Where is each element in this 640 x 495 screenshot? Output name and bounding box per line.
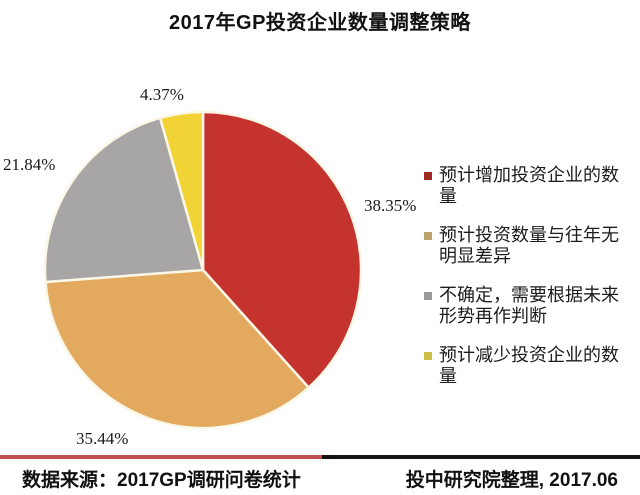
pie-slice — [158, 110, 205, 272]
chart-title: 2017年GP投资企业数量调整策略 — [169, 12, 471, 34]
legend-label: 预计减少投资企业的数量 — [439, 345, 619, 386]
legend-item: 不确定，需要根据未来形势再作判断 — [424, 285, 630, 327]
legend-swatch-no-change — [424, 232, 432, 240]
legend-item: 预计减少投资企业的数量 — [424, 345, 630, 387]
data-label-uncertain: 21.84% — [3, 155, 56, 174]
legend-swatch-decrease — [424, 352, 432, 360]
footer-credit: 投中研究院整理, 2017.06 — [405, 470, 618, 491]
data-label-no-change: 35.44% — [76, 429, 129, 448]
footer-source: 数据来源：2017GP调研问卷统计 — [22, 470, 301, 491]
pie-slice — [44, 268, 310, 430]
legend-swatch-increase — [424, 172, 432, 180]
data-label-decrease: 4.37% — [140, 85, 184, 104]
legend-label: 预计投资数量与往年无明显差异 — [439, 225, 619, 266]
footer-divider — [0, 455, 640, 459]
pie-slice — [43, 116, 205, 284]
legend-swatch-uncertain — [424, 292, 432, 300]
pie-slice — [201, 110, 363, 389]
footer-divider-black — [322, 455, 640, 459]
footer-divider-red — [0, 455, 322, 459]
legend-item: 预计投资数量与往年无明显差异 — [424, 225, 630, 267]
legend-label: 预计增加投资企业的数量 — [439, 165, 619, 206]
legend-label: 不确定，需要根据未来形势再作判断 — [439, 285, 619, 326]
legend-item: 预计增加投资企业的数量 — [424, 165, 630, 207]
legend: 预计增加投资企业的数量 预计投资数量与往年无明显差异 不确定，需要根据未来形势再… — [424, 165, 630, 405]
data-label-increase: 38.35% — [364, 196, 417, 215]
